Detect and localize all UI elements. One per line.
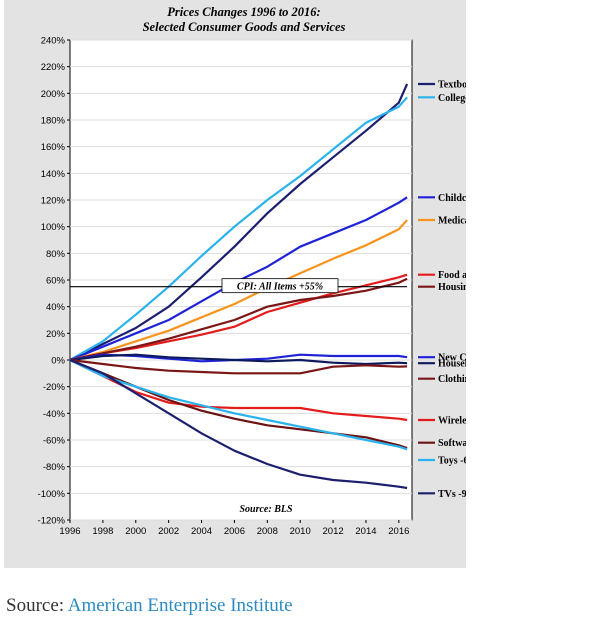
y-tick-label: 20% (46, 329, 66, 340)
x-tick-label: 2008 (257, 526, 278, 537)
source-prefix: Source: (6, 595, 68, 616)
chart-subtitle: Selected Consumer Goods and Services (143, 20, 346, 34)
y-axis-ticks: -120% -100% -80% -60% -40% -20% 0% 20% 40% 60% 80%… (38, 36, 70, 527)
source-link[interactable]: American Enterprise Institute (67, 595, 293, 616)
x-tick-label: 2004 (191, 526, 212, 537)
series-line (69, 358, 408, 375)
legend-label: Software -66% (438, 438, 466, 449)
y-tick-label: 140% (41, 169, 66, 180)
cpi-label-box (221, 278, 339, 294)
source-caption: Source: American Enterprise Institute (6, 595, 293, 617)
x-tick-label: 2006 (224, 526, 245, 537)
x-tick-label: 2012 (323, 526, 344, 537)
series-line (69, 83, 409, 361)
chart-source-note: Source: BLS (239, 504, 293, 515)
series-line (69, 219, 408, 362)
y-tick-label: -40% (43, 409, 66, 420)
series-lines (69, 83, 409, 490)
y-tick-label: -80% (43, 462, 66, 473)
y-tick-label: 80% (46, 249, 66, 260)
legend-label: Wireless Service -45% (438, 416, 466, 427)
legend-label: College Tuition +197% (438, 93, 466, 104)
x-tick-label: 2014 (355, 526, 376, 537)
y-tick-label: 200% (41, 89, 66, 100)
line-chart: Prices Changes 1996 to 2016: Selected Co… (38, 5, 466, 537)
legend-label: Textbooks +207% (438, 80, 466, 91)
y-tick-label: -120% (38, 516, 66, 527)
legend-label: Food and Beverages +64% (438, 270, 466, 281)
x-axis-ticks: 1996 1998 2000 2002 2004 2006 2008 2010 2012 2014… (59, 520, 409, 537)
y-tick-label: 60% (46, 276, 66, 287)
x-tick-label: 2016 (388, 526, 409, 537)
y-tick-label: 120% (41, 196, 66, 207)
series-line (69, 358, 408, 490)
x-tick-label: 2000 (125, 526, 146, 537)
series-line (69, 277, 408, 362)
series-line (69, 96, 408, 361)
legend-label: Toys -67% (438, 456, 466, 467)
chart-title: Prices Changes 1996 to 2016: (167, 5, 320, 19)
series-line (69, 353, 408, 366)
chart-figure: Prices Changes 1996 to 2016: Selected Co… (4, 0, 466, 568)
y-tick-label: -100% (38, 489, 66, 500)
y-tick-label: 0% (51, 356, 65, 367)
y-tick-label: 220% (41, 62, 66, 73)
legend-label: Household Furnishings -2.4% (438, 359, 466, 370)
legend-label: Housing +61% (438, 282, 466, 293)
y-tick-label: 40% (46, 302, 66, 313)
y-tick-label: 180% (41, 116, 66, 127)
legend-label: Clothing -4.8% (438, 374, 466, 385)
y-tick-label: 160% (41, 142, 66, 153)
y-tick-label: -60% (43, 436, 66, 447)
x-tick-label: 1996 (59, 526, 80, 537)
cpi-reference: CPI: All Items +55% (70, 278, 408, 294)
series-line (69, 359, 408, 451)
cpi-label: CPI: All Items +55% (237, 282, 323, 293)
legend-label: Medical Care +105% (438, 216, 466, 227)
x-tick-label: 2002 (158, 526, 179, 537)
series-line (69, 196, 408, 362)
legend-label: New Cars +2.1% (438, 353, 466, 364)
x-tick-label: 2010 (290, 526, 311, 537)
y-tick-label: 240% (41, 36, 66, 47)
legend-label: TVs -96% (438, 489, 466, 500)
x-tick-label: 1998 (92, 526, 113, 537)
legend-label: Childcare +122% (438, 193, 466, 204)
y-tick-label: 100% (41, 222, 66, 233)
series-labels: Textbooks +207% College Tuition +197% Chil… (418, 80, 466, 500)
y-tick-label: -20% (43, 382, 66, 393)
